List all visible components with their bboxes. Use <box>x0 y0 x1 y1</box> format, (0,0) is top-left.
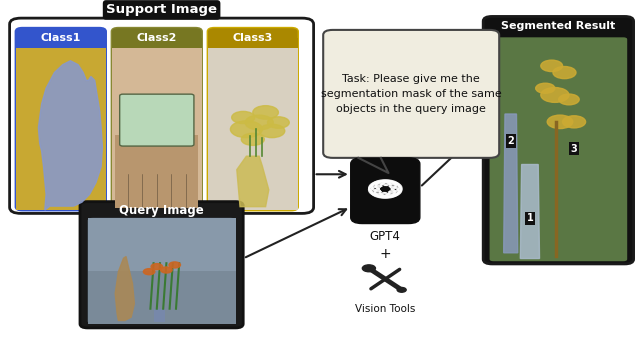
FancyBboxPatch shape <box>112 28 202 210</box>
Text: Segmented Result: Segmented Result <box>501 21 616 31</box>
Text: Class2: Class2 <box>136 33 177 43</box>
Circle shape <box>381 187 390 191</box>
FancyBboxPatch shape <box>16 28 106 210</box>
Circle shape <box>259 124 285 138</box>
Bar <box>112 48 202 210</box>
Circle shape <box>245 115 273 130</box>
FancyBboxPatch shape <box>16 28 106 48</box>
Circle shape <box>151 264 163 270</box>
Text: 3: 3 <box>571 144 577 154</box>
Bar <box>115 135 198 208</box>
Bar <box>208 48 298 210</box>
Circle shape <box>268 117 289 128</box>
Circle shape <box>362 265 376 272</box>
Circle shape <box>143 269 155 275</box>
FancyBboxPatch shape <box>120 94 194 146</box>
Bar <box>112 38 202 48</box>
Bar <box>16 38 106 48</box>
Polygon shape <box>237 156 269 207</box>
Polygon shape <box>38 61 102 210</box>
Bar <box>16 48 106 210</box>
Circle shape <box>169 262 180 268</box>
Text: +: + <box>380 247 391 261</box>
Text: GPT4: GPT4 <box>370 231 401 243</box>
Text: 1: 1 <box>527 213 533 223</box>
Bar <box>208 38 298 48</box>
Circle shape <box>241 133 264 145</box>
FancyBboxPatch shape <box>112 28 202 48</box>
FancyBboxPatch shape <box>351 158 420 223</box>
Circle shape <box>232 112 255 123</box>
Circle shape <box>553 67 576 79</box>
Text: Class1: Class1 <box>40 33 81 43</box>
Polygon shape <box>504 114 518 253</box>
FancyBboxPatch shape <box>10 18 314 213</box>
Text: Task: Please give me the
segmentation mask of the same
objects in the query imag: Task: Please give me the segmentation ma… <box>321 74 502 114</box>
Circle shape <box>563 116 586 128</box>
FancyBboxPatch shape <box>483 17 634 264</box>
Circle shape <box>397 288 406 292</box>
FancyBboxPatch shape <box>208 28 298 210</box>
Text: Vision Tools: Vision Tools <box>355 305 415 314</box>
Polygon shape <box>358 158 388 173</box>
Bar <box>88 218 236 271</box>
Circle shape <box>559 94 579 105</box>
FancyBboxPatch shape <box>323 30 499 158</box>
Circle shape <box>541 60 563 72</box>
Circle shape <box>230 121 262 138</box>
Text: Query Image: Query Image <box>119 203 204 217</box>
Polygon shape <box>115 257 134 320</box>
Circle shape <box>547 115 573 128</box>
Bar <box>154 309 165 322</box>
FancyBboxPatch shape <box>80 202 243 328</box>
Circle shape <box>253 106 278 119</box>
Circle shape <box>541 88 569 102</box>
FancyBboxPatch shape <box>490 37 627 261</box>
Text: 2: 2 <box>508 136 514 146</box>
Text: Support Image: Support Image <box>106 3 217 17</box>
Polygon shape <box>520 165 540 259</box>
FancyBboxPatch shape <box>88 218 236 324</box>
Circle shape <box>161 267 172 273</box>
Text: Class3: Class3 <box>233 33 273 43</box>
Circle shape <box>536 83 555 93</box>
FancyBboxPatch shape <box>208 28 298 48</box>
Bar <box>88 271 236 324</box>
